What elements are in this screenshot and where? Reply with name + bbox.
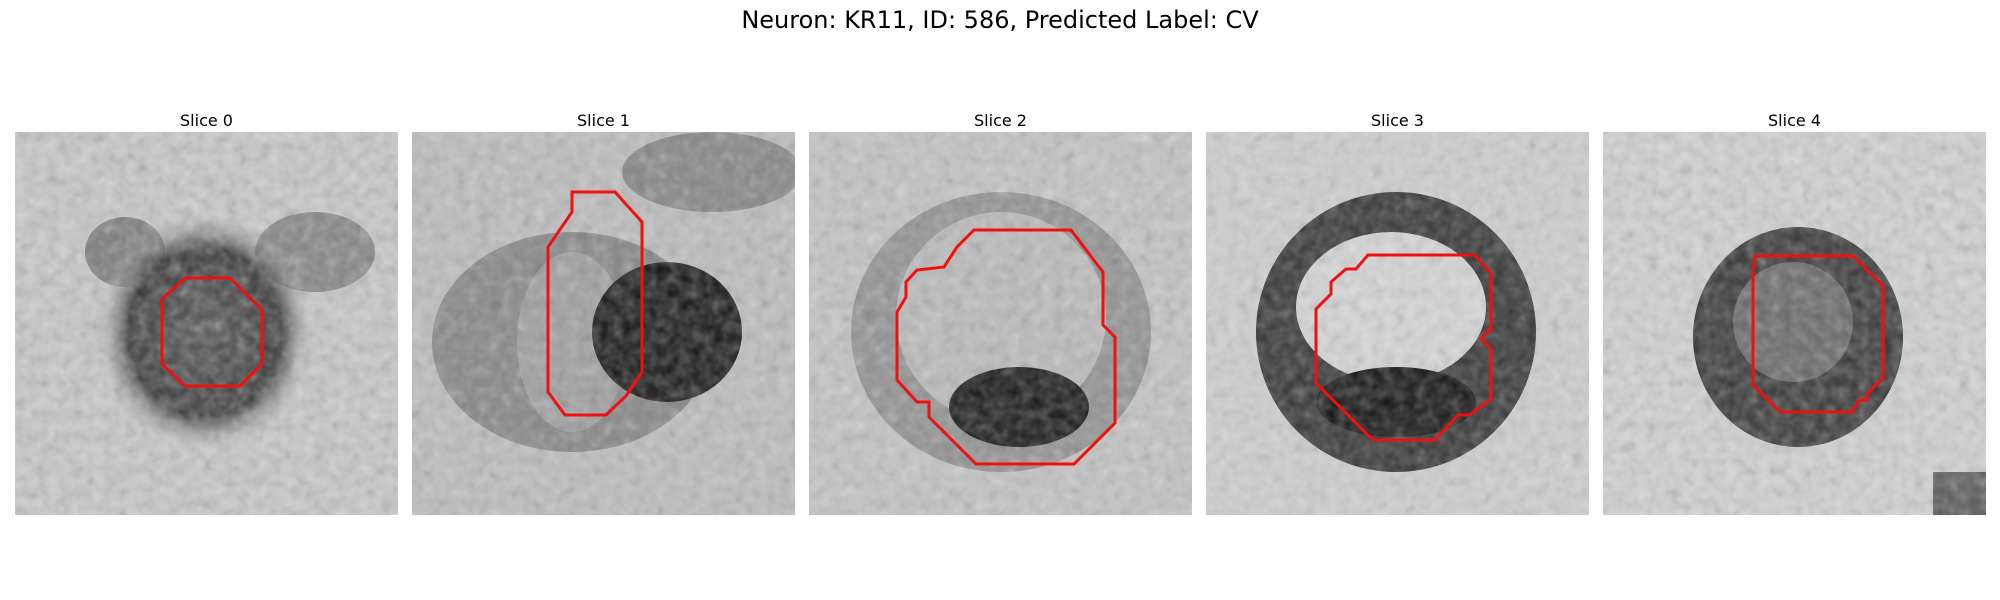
panel-slice-4: Slice 4 — [1603, 110, 1986, 515]
panel-title: Slice 0 — [180, 111, 233, 130]
roi-contour — [1314, 253, 1493, 442]
roi-contour — [546, 190, 644, 417]
panel-title: Slice 3 — [1371, 111, 1424, 130]
slice-image-2 — [809, 132, 1192, 515]
roi-contour — [895, 228, 1117, 466]
panel-title: Slice 1 — [577, 111, 630, 130]
roi-contour — [160, 276, 264, 388]
slice-image-1 — [412, 132, 795, 515]
slice-image-4 — [1603, 132, 1986, 515]
slice-image-3 — [1206, 132, 1589, 515]
panel-slice-2: Slice 2 — [809, 110, 1192, 515]
panel-slice-1: Slice 1 — [412, 110, 795, 515]
panel-slice-3: Slice 3 — [1206, 110, 1589, 515]
panel-title: Slice 2 — [974, 111, 1027, 130]
panel-title: Slice 4 — [1768, 111, 1821, 130]
panel-slice-0: Slice 0 — [15, 110, 398, 515]
figure-title: Neuron: KR11, ID: 586, Predicted Label: … — [741, 6, 1259, 34]
roi-contour — [1751, 254, 1885, 414]
slice-image-0 — [15, 132, 398, 515]
